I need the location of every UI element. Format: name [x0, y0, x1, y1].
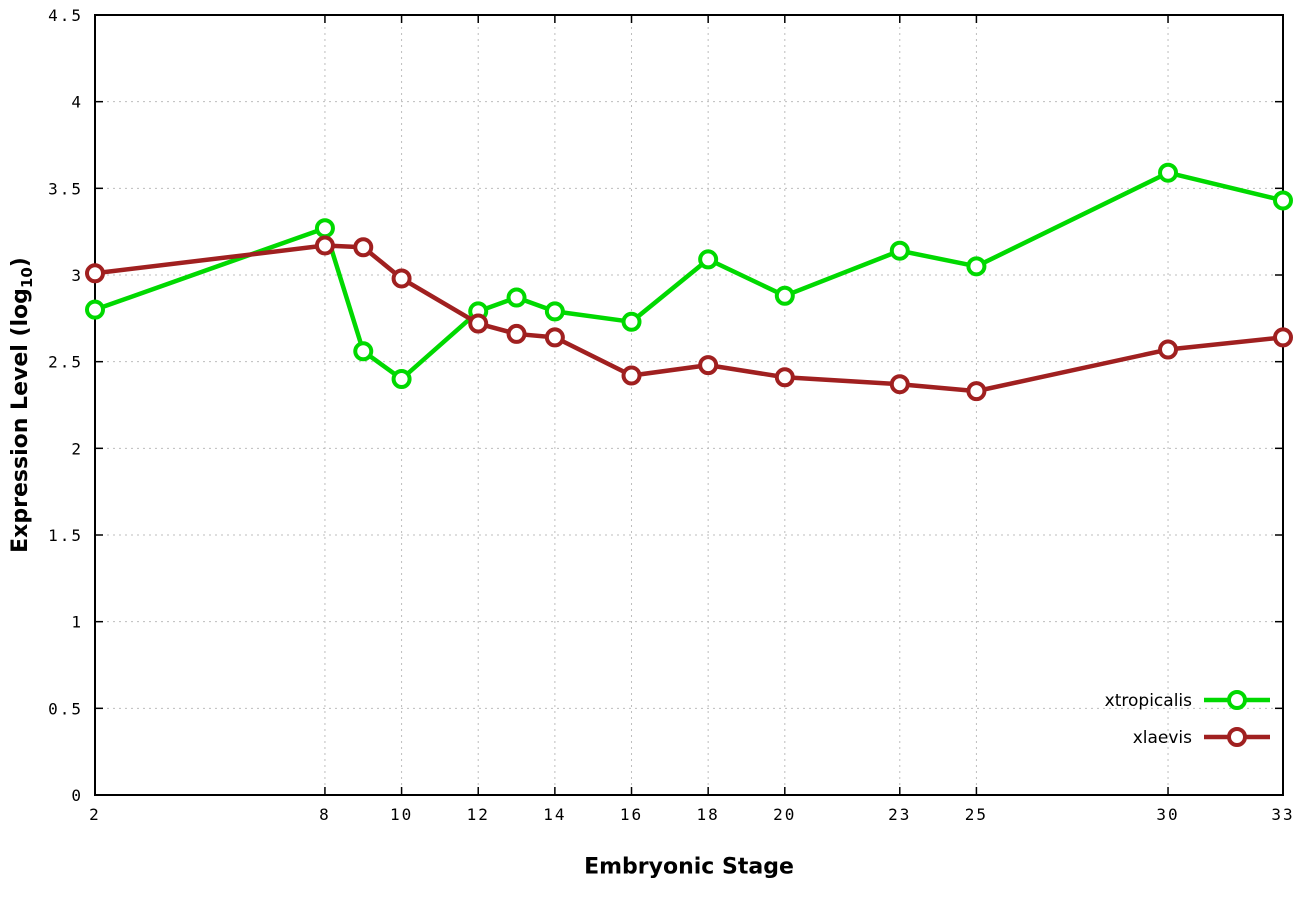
data-point-xtropicalis [774, 285, 795, 306]
data-point-xtropicalis [85, 299, 105, 320]
data-point-xlaevis [391, 268, 412, 289]
legend-marker-xtropicalis [1227, 690, 1247, 710]
data-point-xtropicalis [889, 240, 910, 261]
legend-label-xlaevis: xlaevis [1133, 728, 1192, 748]
data-point-xlaevis [621, 365, 642, 386]
data-point-xtropicalis [314, 218, 335, 239]
series-line-xlaevis [92, 243, 1286, 394]
y-axis-label: Expression Level (log10) [8, 257, 36, 553]
data-point-xlaevis [966, 381, 987, 402]
data-point-xtropicalis [544, 301, 565, 322]
y-tick-label: 2 [71, 439, 83, 458]
y-axis-label-prefix: Expression Level (log [7, 288, 33, 553]
x-tick-label: 30 [1156, 805, 1179, 824]
x-tick-label: 33 [1271, 805, 1294, 824]
x-tick-label: 16 [620, 805, 643, 824]
data-point-xtropicalis [621, 311, 642, 332]
plot-border [94, 14, 1284, 796]
data-point-xlaevis [544, 327, 565, 348]
y-tick-label: 4.5 [48, 6, 83, 25]
data-point-xlaevis [353, 237, 374, 258]
data-point-xtropicalis [1273, 190, 1293, 211]
data-point-xlaevis [774, 367, 795, 388]
y-tick-label: 0 [71, 786, 83, 805]
x-axis-label: Embryonic Stage [584, 854, 794, 880]
x-tick-label: 25 [965, 805, 988, 824]
x-tick-label: 14 [543, 805, 566, 824]
data-point-xlaevis [85, 263, 105, 284]
data-point-xtropicalis [966, 256, 987, 277]
y-axis-label-suffix: ) [7, 257, 33, 268]
y-tick-label: 0.5 [48, 699, 83, 718]
y-axis-label-subscript: 10 [18, 267, 37, 289]
x-tick-label: 10 [390, 805, 413, 824]
data-point-xlaevis [468, 313, 489, 334]
x-tick-label: 2 [89, 805, 101, 824]
data-point-xlaevis [889, 374, 910, 395]
data-point-xtropicalis [353, 341, 374, 362]
data-point-xtropicalis [1158, 162, 1179, 183]
y-tick-label: 2.5 [48, 353, 83, 372]
data-point-xlaevis [314, 235, 335, 256]
data-point-xtropicalis [506, 287, 527, 308]
data-point-xlaevis [698, 355, 719, 376]
data-point-xlaevis [506, 323, 527, 344]
x-tick-label: 20 [773, 805, 796, 824]
y-tick-label: 3 [71, 266, 83, 285]
data-point-xlaevis [1158, 339, 1179, 360]
y-tick-label: 1.5 [48, 526, 83, 545]
data-point-xtropicalis [698, 249, 719, 270]
x-tick-label: 12 [467, 805, 490, 824]
data-point-xtropicalis [391, 369, 412, 389]
y-tick-label: 3.5 [48, 179, 83, 198]
legend-marker-xlaevis [1227, 727, 1247, 747]
x-tick-label: 23 [888, 805, 911, 824]
series-line-xtropicalis [92, 170, 1286, 382]
legend-label-xtropicalis: xtropicalis [1105, 691, 1192, 711]
y-tick-label: 1 [71, 613, 83, 632]
x-tick-label: 8 [319, 805, 331, 824]
y-tick-label: 4 [71, 93, 83, 112]
data-point-xlaevis [1273, 327, 1293, 348]
x-tick-label: 18 [697, 805, 720, 824]
